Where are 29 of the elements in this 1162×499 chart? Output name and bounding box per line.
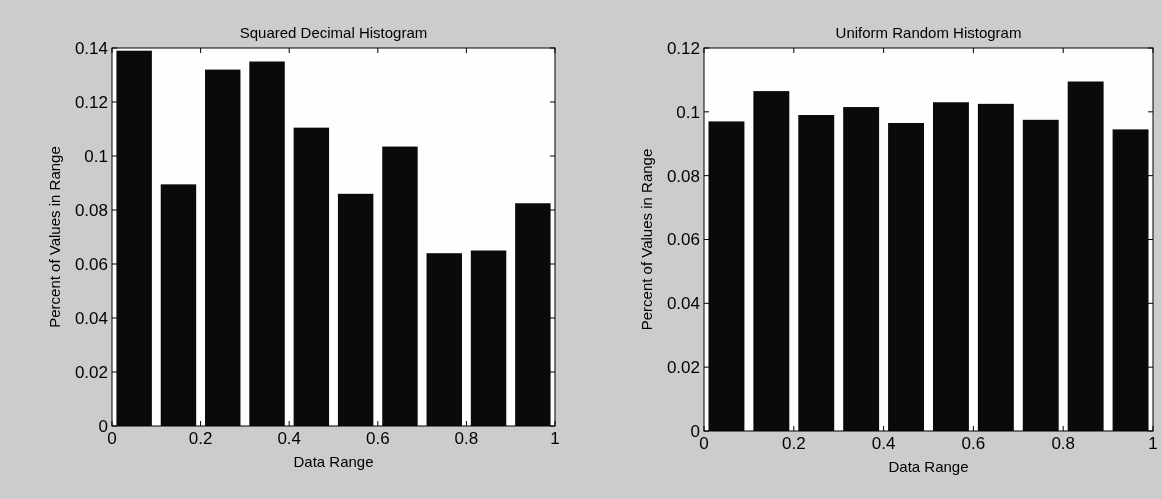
y-tick-label: 0.1: [84, 146, 108, 166]
x-axis-title: Data Range: [888, 458, 969, 475]
x-tick-label: 0.8: [454, 429, 479, 448]
x-tick-label: 0.6: [365, 429, 390, 448]
y-tick-label: 0.02: [666, 358, 700, 378]
y-tick-label: 0.12: [666, 38, 700, 58]
y-tick-label: 0.1: [676, 102, 700, 122]
y-axis-title: Percent of Values in Range: [46, 146, 63, 328]
x-axis-title: Data Range: [293, 453, 374, 470]
x-tick-label: 0.4: [871, 434, 896, 453]
y-tick-label: 0.04: [74, 308, 108, 328]
x-tick-label: 0.8: [1051, 434, 1076, 453]
y-tick-label: 0.04: [666, 294, 700, 314]
y-tick-label: 0.06: [74, 254, 108, 274]
x-tick-label: 1: [550, 429, 560, 448]
y-axis-title: Percent of Values in Range: [638, 148, 655, 331]
y-tick-label: 0.02: [74, 362, 108, 382]
x-tick-label: 0.2: [781, 434, 806, 453]
y-tick-label: 0.08: [666, 166, 700, 186]
x-tick-label: 0.2: [188, 429, 213, 448]
x-tick-label: 1: [1148, 434, 1158, 453]
y-tick-label: 0.08: [74, 200, 108, 220]
y-tick-label: 0.12: [74, 92, 108, 112]
y-tick-label: 0.14: [74, 38, 108, 58]
chart-title: Uniform Random Histogram: [835, 24, 1022, 41]
y-tick-label: 0.06: [666, 230, 700, 250]
x-tick-label: 0.6: [961, 434, 986, 453]
chart-title: Squared Decimal Histogram: [239, 24, 428, 41]
x-tick-label: 0.4: [277, 429, 302, 448]
